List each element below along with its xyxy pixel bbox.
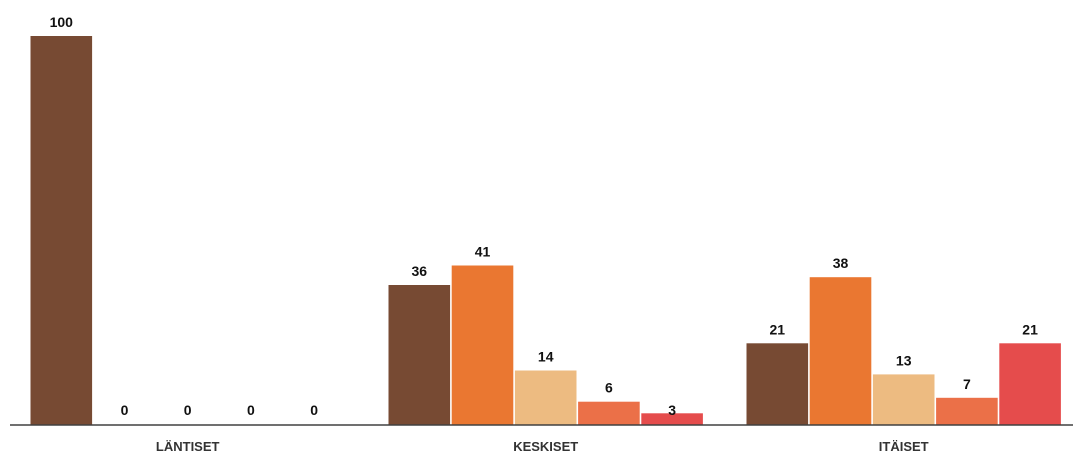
value-label-0-2: 0: [184, 402, 192, 418]
bar-1-1: [451, 265, 514, 425]
bar-2-4: [999, 343, 1061, 425]
value-label-2-1: 38: [833, 255, 849, 271]
category-label-1: KESKISET: [513, 439, 578, 454]
value-label-0-1: 0: [121, 402, 129, 418]
value-label-1-4: 3: [668, 402, 676, 418]
value-label-0-3: 0: [247, 402, 255, 418]
value-label-0-0: 100: [50, 14, 74, 30]
bar-1-3: [578, 401, 640, 425]
value-label-2-3: 7: [963, 376, 971, 392]
bar-0-0: [30, 36, 93, 425]
category-labels-group: LÄNTISET KESKISET ITÄISET: [156, 439, 929, 454]
category-label-2: ITÄISET: [879, 439, 929, 454]
bar-2-0: [746, 343, 809, 425]
value-label-1-1: 41: [475, 244, 491, 260]
value-label-1-0: 36: [412, 263, 428, 279]
value-label-2-0: 21: [770, 321, 786, 337]
bars-group: [30, 36, 1061, 425]
bar-1-0: [388, 285, 451, 425]
value-label-0-4: 0: [310, 402, 318, 418]
value-labels-group: 100 0 0 0 0 36 41 14 6 3 21 38 13 7 21: [50, 14, 1038, 418]
value-label-2-4: 21: [1022, 321, 1038, 337]
value-label-2-2: 13: [896, 352, 912, 368]
category-label-0: LÄNTISET: [156, 439, 220, 454]
bar-2-1: [809, 277, 872, 425]
value-label-1-2: 14: [538, 349, 554, 365]
bar-1-2: [514, 370, 577, 425]
value-label-1-3: 6: [605, 380, 613, 396]
bar-1-4: [641, 413, 703, 425]
bar-2-3: [936, 397, 998, 425]
bar-2-2: [872, 374, 935, 425]
